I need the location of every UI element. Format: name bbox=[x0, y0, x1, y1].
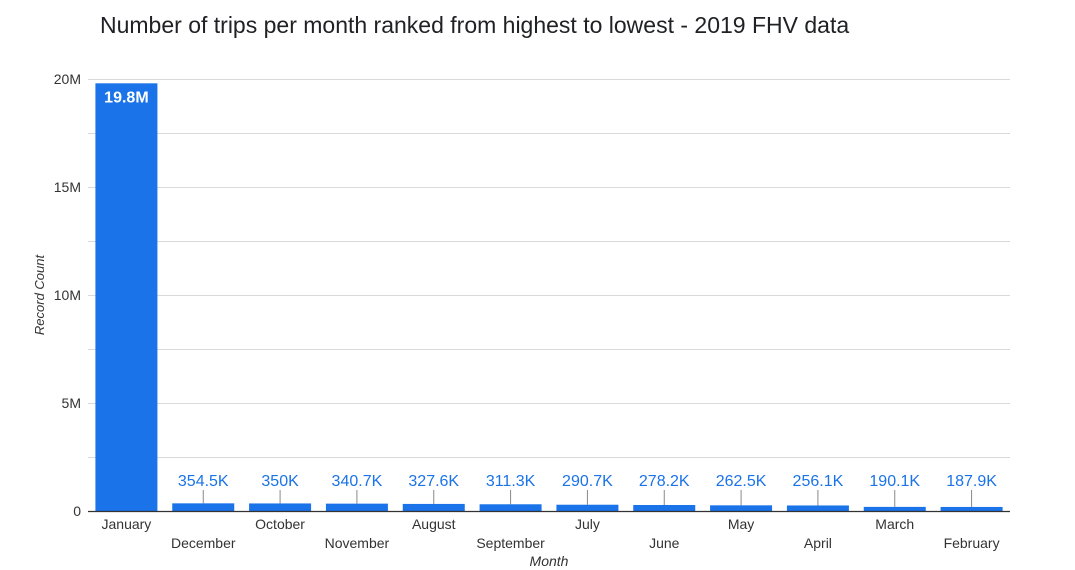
data-label: 19.8M bbox=[104, 89, 148, 106]
data-label: 350K bbox=[261, 473, 299, 490]
data-label: 311.3K bbox=[486, 473, 536, 490]
x-tick-label: May bbox=[728, 516, 754, 532]
bar bbox=[95, 83, 158, 511]
bar bbox=[402, 503, 465, 511]
x-tick-label: September bbox=[476, 535, 545, 551]
data-label: 354.5K bbox=[178, 473, 229, 490]
y-tick-label: 10M bbox=[54, 287, 81, 303]
x-tick-label: November bbox=[325, 535, 390, 551]
data-label: 262.5K bbox=[716, 473, 767, 490]
bar bbox=[556, 504, 619, 511]
bar bbox=[863, 506, 926, 511]
x-tick-label: June bbox=[649, 535, 680, 551]
x-tick-label: February bbox=[944, 535, 1000, 551]
bar bbox=[479, 504, 542, 511]
data-label: 187.9K bbox=[946, 473, 997, 490]
data-label: 327.6K bbox=[408, 473, 459, 490]
x-tick-label: July bbox=[575, 516, 600, 532]
bars: 19.8M 354.5K 350K 340.7K 327.6K 311.3K 290.7K 2… bbox=[95, 83, 1003, 511]
bar bbox=[633, 504, 696, 511]
bar bbox=[710, 505, 773, 511]
data-label: 190.1K bbox=[869, 473, 920, 490]
x-tick-label: April bbox=[804, 535, 832, 551]
bar bbox=[786, 505, 849, 511]
bar bbox=[172, 503, 235, 511]
y-tick-label: 20M bbox=[54, 71, 81, 87]
chart-title: Number of trips per month ranked from hi… bbox=[100, 12, 850, 38]
y-tick-label: 5M bbox=[62, 395, 81, 411]
y-axis-title: Record Count bbox=[32, 254, 47, 336]
x-tick-label: March bbox=[875, 516, 914, 532]
x-tick-label: October bbox=[255, 516, 305, 532]
bar bbox=[249, 503, 312, 511]
data-label: 340.7K bbox=[332, 473, 383, 490]
gridlines bbox=[88, 79, 1010, 458]
data-label: 256.1K bbox=[793, 473, 844, 490]
x-tick-label: January bbox=[102, 516, 152, 532]
y-tick-label: 15M bbox=[54, 179, 81, 195]
axes: 0 5M 10M 15M 20M January December October Novemb… bbox=[54, 71, 1010, 551]
x-tick-label: December bbox=[171, 535, 236, 551]
data-label: 290.7K bbox=[562, 473, 613, 490]
bar bbox=[940, 506, 1003, 511]
x-axis-title: Month bbox=[530, 553, 569, 569]
x-tick-label: August bbox=[412, 516, 456, 532]
bar bbox=[325, 503, 388, 511]
y-tick-label: 0 bbox=[73, 503, 81, 519]
data-label: 278.2K bbox=[639, 473, 690, 490]
